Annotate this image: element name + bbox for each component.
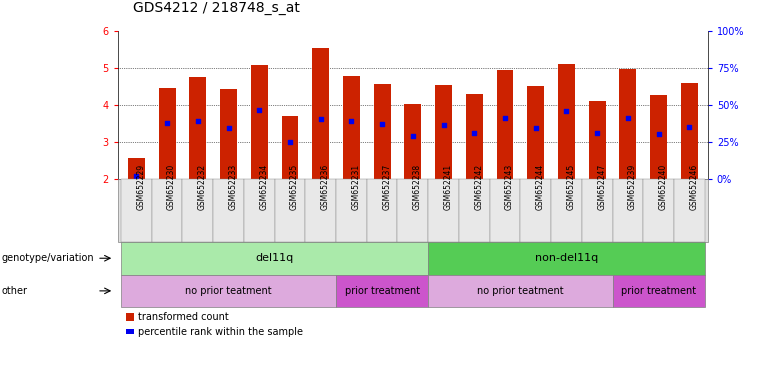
Text: GSM652232: GSM652232 (198, 164, 207, 210)
Text: GDS4212 / 218748_s_at: GDS4212 / 218748_s_at (133, 2, 300, 15)
Text: GSM652231: GSM652231 (352, 164, 361, 210)
Bar (619, 69, 636, 179)
Text: no prior teatment: no prior teatment (477, 286, 564, 296)
Point (499, 114, 511, 121)
Text: non-del11q: non-del11q (535, 253, 598, 263)
Bar (589, 101, 606, 179)
Point (406, 133, 419, 139)
Point (161, 120, 174, 126)
Text: GSM652246: GSM652246 (689, 164, 699, 210)
Point (253, 107, 266, 113)
Text: del11q: del11q (256, 253, 294, 263)
Point (652, 131, 664, 137)
Text: GSM652242: GSM652242 (474, 164, 483, 210)
Bar (435, 85, 452, 179)
Point (192, 118, 204, 124)
Bar (374, 84, 390, 179)
Point (622, 114, 634, 121)
Text: GSM652247: GSM652247 (597, 164, 607, 210)
Text: GSM652241: GSM652241 (444, 164, 453, 210)
Point (683, 124, 696, 130)
Bar (681, 83, 698, 179)
Bar (650, 95, 667, 179)
Text: GSM652240: GSM652240 (658, 164, 667, 210)
Text: prior treatment: prior treatment (345, 286, 419, 296)
Text: prior treatment: prior treatment (621, 286, 696, 296)
Point (314, 116, 326, 122)
Text: GSM652243: GSM652243 (505, 164, 514, 210)
Point (438, 122, 450, 128)
Bar (312, 48, 330, 179)
Bar (251, 65, 268, 179)
Point (560, 108, 572, 114)
Bar (220, 89, 237, 179)
Text: GSM652238: GSM652238 (412, 164, 422, 210)
Text: other: other (2, 286, 27, 296)
Text: GSM652236: GSM652236 (320, 164, 330, 210)
Bar (128, 158, 145, 179)
Text: GSM652230: GSM652230 (167, 164, 176, 210)
Text: percentile rank within the sample: percentile rank within the sample (138, 327, 303, 337)
Point (468, 131, 480, 137)
Text: GSM652237: GSM652237 (382, 164, 391, 210)
Point (530, 124, 542, 131)
Text: GSM652239: GSM652239 (628, 164, 637, 210)
Bar (527, 86, 544, 179)
Point (591, 131, 603, 137)
Text: GSM652233: GSM652233 (228, 164, 237, 210)
Bar (404, 104, 422, 179)
Bar (282, 116, 298, 179)
Bar (496, 70, 514, 179)
Bar (343, 76, 360, 179)
Text: no prior teatment: no prior teatment (185, 286, 272, 296)
Text: GSM652244: GSM652244 (536, 164, 545, 210)
Text: genotype/variation: genotype/variation (2, 253, 94, 263)
Text: GSM652234: GSM652234 (260, 164, 269, 210)
Point (284, 139, 296, 146)
Point (376, 121, 388, 127)
Point (345, 118, 358, 124)
Bar (189, 77, 206, 179)
Text: GSM652235: GSM652235 (290, 164, 299, 210)
Text: GSM652229: GSM652229 (136, 164, 145, 210)
Bar (558, 64, 575, 179)
Text: transformed count: transformed count (138, 312, 228, 322)
Point (222, 124, 234, 131)
Text: GSM652245: GSM652245 (566, 164, 575, 210)
Point (130, 173, 142, 179)
Bar (466, 94, 482, 179)
Bar (158, 88, 176, 179)
